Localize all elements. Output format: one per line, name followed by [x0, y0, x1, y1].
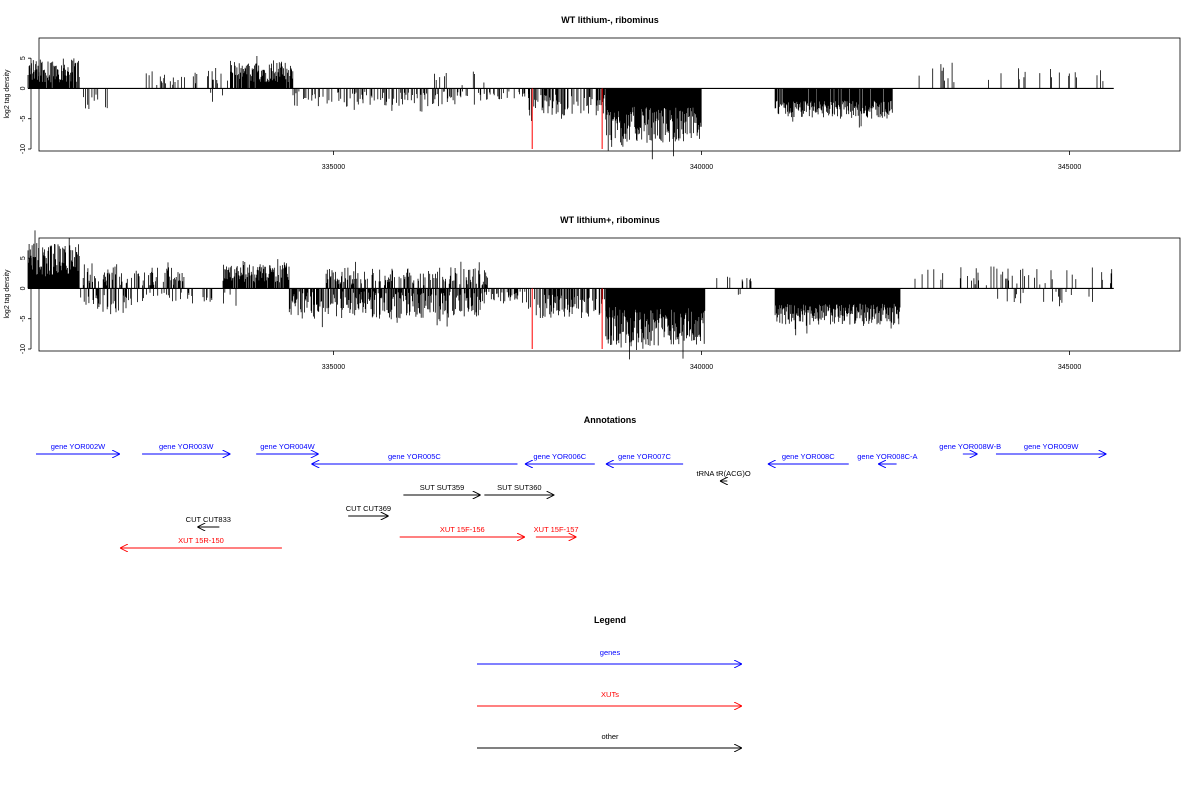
y-tick-label: 0: [20, 86, 27, 90]
annotation-label: SUT SUT359: [420, 483, 464, 492]
legend-label: other: [601, 732, 619, 741]
annotation-other: CUT CUT369: [346, 504, 391, 516]
annotation-label: gene YOR008W-B: [939, 442, 1001, 451]
annotation-gene: gene YOR008C: [767, 452, 849, 464]
plot-frame: [38, 37, 1181, 152]
annotation-xut: XUT 15F-157: [534, 525, 579, 537]
annotation-label: gene YOR006C: [533, 452, 586, 461]
annotation-gene: gene YOR009W: [995, 442, 1107, 454]
annotation-label: tRNA tR(ACG)O: [697, 469, 751, 478]
annotation-other: SUT SUT360: [484, 483, 555, 495]
annotation-label: XUT 15R-150: [178, 536, 224, 545]
legend-item-gene: genes: [477, 648, 742, 664]
x-tick-label: 335000: [322, 364, 345, 371]
annotations-title: Annotations: [584, 415, 637, 425]
legend-item-other: other: [477, 732, 742, 748]
annotation-label: gene YOR009W: [1024, 442, 1079, 451]
y-tick-label: 0: [20, 286, 27, 290]
legend-items: genes XUTs other: [477, 648, 742, 748]
annotation-label: gene YOR008C-A: [857, 452, 917, 461]
x-tick-label: 345000: [1058, 364, 1081, 371]
panel-title: WT lithium+, ribominus: [560, 215, 660, 225]
annotation-label: CUT CUT369: [346, 504, 391, 513]
y-tick-label: -5: [20, 116, 27, 122]
highlight-bars: [531, 288, 603, 349]
legend-title: Legend: [594, 615, 626, 625]
x-tick-label: 335000: [322, 164, 345, 171]
density-panel-lithium-minus: WT lithium-, ribominus log2 tag density …: [4, 15, 1181, 171]
legend-panel: Legend genes XUTs other: [477, 615, 742, 748]
annotation-gene: gene YOR008W-B: [939, 442, 1001, 454]
plot-frame: [38, 237, 1181, 352]
annotation-label: gene YOR005C: [388, 452, 441, 461]
y-tick-label: -10: [20, 144, 27, 154]
annotation-label: SUT SUT360: [497, 483, 541, 492]
density-panel-lithium-plus: WT lithium+, ribominus log2 tag density …: [4, 215, 1181, 371]
annotation-other: tRNA tR(ACG)O: [697, 469, 751, 481]
y-tick-label: 5: [20, 256, 27, 260]
legend-label: genes: [600, 648, 621, 657]
y-tick-label: 5: [20, 56, 27, 60]
annotation-label: gene YOR003W: [159, 442, 214, 451]
legend-label: XUTs: [601, 690, 619, 699]
annotation-label: gene YOR004W: [260, 442, 315, 451]
annotation-other: CUT CUT833: [186, 515, 231, 527]
annotation-label: XUT 15F-157: [534, 525, 579, 534]
panel-title: WT lithium-, ribominus: [561, 15, 659, 25]
x-tick-label: 345000: [1058, 164, 1081, 171]
annotation-other: SUT SUT359: [403, 483, 481, 495]
annotation-gene: gene YOR002W: [36, 442, 120, 454]
y-tick-label: -10: [20, 344, 27, 354]
annotation-features: gene YOR002W gene YOR003W gene YOR004W gene…: [36, 442, 1107, 548]
annotation-label: gene YOR007C: [618, 452, 671, 461]
y-tick-label: -5: [20, 316, 27, 322]
legend-item-xut: XUTs: [477, 690, 742, 706]
annotation-label: gene YOR008C: [782, 452, 835, 461]
x-tick-label: 340000: [690, 164, 713, 171]
highlight-bars: [531, 88, 603, 149]
density-bars: [27, 56, 1104, 160]
annotation-gene: gene YOR004W: [256, 442, 319, 454]
x-axis: 335000 340000 345000: [322, 151, 1081, 171]
annotations-panel: Annotations gene YOR002W gene YOR003W gene…: [36, 415, 1107, 548]
x-tick-label: 340000: [690, 364, 713, 371]
annotation-gene: gene YOR006C: [524, 452, 595, 464]
annotation-gene: gene YOR007C: [605, 452, 684, 464]
annotation-label: CUT CUT833: [186, 515, 231, 524]
annotation-label: gene YOR002W: [51, 442, 106, 451]
annotation-xut: XUT 15F-156: [399, 525, 525, 537]
annotation-gene: gene YOR008C-A: [857, 452, 918, 464]
annotation-gene: gene YOR005C: [311, 452, 518, 464]
x-axis: 335000 340000 345000: [322, 351, 1081, 371]
annotation-gene: gene YOR003W: [142, 442, 231, 454]
annotation-xut: XUT 15R-150: [119, 536, 282, 548]
density-bar-group: [27, 230, 1113, 360]
density-bars: [27, 230, 1113, 360]
density-bar-group: [27, 56, 1104, 160]
y-axis-label: log2 tag density: [4, 69, 11, 119]
y-axis-label: log2 tag density: [4, 269, 11, 319]
annotation-label: XUT 15F-156: [440, 525, 485, 534]
